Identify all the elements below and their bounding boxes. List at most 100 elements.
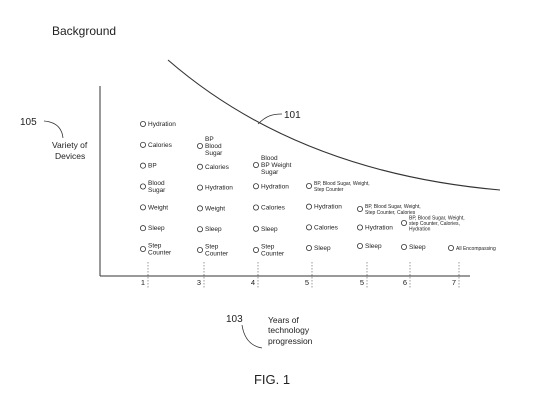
x-tick-label: 1 (141, 278, 145, 287)
figure-label: FIG. 1 (254, 372, 290, 387)
device-label: Step (205, 243, 219, 250)
device-label: Calories (148, 142, 173, 149)
device-label: Sleep (314, 245, 331, 252)
curve-ref-leader (258, 114, 282, 124)
device-item: Sleep (357, 243, 382, 250)
device-marker-icon (197, 206, 202, 211)
device-label: Blood (148, 180, 165, 187)
device-label: Sugar (205, 150, 223, 157)
device-marker-icon (253, 205, 258, 210)
device-label: Blood (205, 143, 222, 150)
device-item: Sleep (253, 226, 278, 233)
device-item: BP (140, 163, 156, 170)
device-label: Counter (261, 251, 285, 258)
device-item: Calories (306, 224, 338, 231)
device-marker-icon (140, 226, 145, 231)
device-item: BP, Blood Sugar, Weight,step Counter, Ca… (401, 215, 464, 232)
device-grid: HydrationCaloriesBPBloodSugarWeightSleep… (140, 121, 496, 258)
device-item: Sleep (197, 226, 222, 233)
y-axis-label-line-1: Variety of (52, 140, 88, 150)
device-item: Sleep (401, 244, 426, 251)
y-axis-ref-leader (44, 121, 63, 138)
device-marker-icon (197, 247, 202, 252)
device-marker-icon (401, 244, 406, 249)
device-marker-icon (448, 245, 453, 250)
device-label: Step (148, 242, 162, 249)
device-marker-icon (140, 142, 145, 147)
x-axis-ticks: 1345567 (141, 278, 456, 287)
device-label: Sleep (409, 244, 426, 251)
device-item: StepCounter (197, 243, 229, 257)
device-label: Calories (261, 205, 286, 212)
device-label: All Encompassing (456, 246, 496, 252)
x-tick-label: 4 (251, 278, 255, 287)
x-axis-label-line-1: Years of (268, 315, 300, 325)
device-marker-icon (253, 184, 258, 189)
figure-title: Background (52, 24, 116, 38)
device-label: Sleep (148, 225, 165, 232)
device-item: Hydration (306, 204, 342, 211)
x-tick-label: 5 (360, 278, 364, 287)
device-marker-icon (140, 163, 145, 168)
device-label: Weight (148, 204, 168, 211)
device-label: Counter (205, 251, 229, 258)
device-item: Sleep (306, 245, 331, 252)
device-label: Hydration (148, 121, 176, 128)
device-marker-icon (306, 204, 311, 209)
device-label: Hydration (409, 227, 431, 233)
device-label: Sugar (148, 187, 166, 194)
device-item: BPBloodSugar (197, 136, 223, 157)
device-marker-icon (140, 184, 145, 189)
x-axis-label-line-2: technology (268, 325, 310, 335)
x-tick-label: 5 (305, 278, 309, 287)
device-label: Hydration (261, 183, 289, 190)
device-item: Hydration (140, 121, 176, 128)
device-item: Calories (140, 142, 172, 149)
device-marker-icon (197, 227, 202, 232)
device-marker-icon (357, 243, 362, 248)
column-dividers (148, 262, 459, 288)
device-item: StepCounter (253, 243, 285, 257)
device-label: BP (205, 136, 214, 143)
device-item: Calories (197, 164, 229, 171)
device-marker-icon (140, 121, 145, 126)
y-axis-ref-number: 105 (20, 117, 37, 128)
device-label: Calories (205, 164, 230, 171)
device-label: Weight (205, 205, 225, 212)
device-item: StepCounter (140, 242, 172, 256)
device-label: Sleep (205, 226, 222, 233)
x-axis-label-line-3: progression (268, 336, 313, 346)
x-axis-ref-leader (242, 325, 262, 348)
device-item: Hydration (357, 225, 393, 232)
device-label: BP Weight (261, 162, 292, 169)
device-label: Hydration (314, 204, 342, 211)
device-marker-icon (197, 164, 202, 169)
device-item: Calories (253, 205, 285, 212)
device-label: Step Counter (314, 187, 344, 193)
device-label: Sleep (261, 226, 278, 233)
device-marker-icon (253, 162, 258, 167)
device-marker-icon (306, 245, 311, 250)
device-item: All Encompassing (448, 245, 496, 252)
device-item: BloodBP WeightSugar (253, 155, 291, 176)
device-label: Blood (261, 155, 278, 162)
device-marker-icon (253, 247, 258, 252)
device-label: Hydration (205, 185, 233, 192)
x-tick-label: 3 (197, 278, 201, 287)
device-marker-icon (306, 225, 311, 230)
device-item: BloodSugar (140, 180, 166, 194)
device-label: Counter (148, 250, 172, 257)
x-tick-label: 7 (452, 278, 456, 287)
device-label: Sugar (261, 169, 279, 176)
device-marker-icon (401, 220, 406, 225)
device-marker-icon (140, 205, 145, 210)
x-axis-ref-number: 103 (226, 314, 243, 325)
device-item: Weight (140, 204, 168, 211)
device-label: Calories (314, 224, 339, 231)
device-label: Step (261, 243, 275, 250)
device-marker-icon (306, 183, 311, 188)
y-axis-label-line-2: Devices (55, 151, 85, 161)
device-item: BP, Blood Sugar, Weight,Step Counter, Ca… (357, 204, 420, 216)
device-marker-icon (140, 246, 145, 251)
device-item: Sleep (140, 225, 165, 232)
